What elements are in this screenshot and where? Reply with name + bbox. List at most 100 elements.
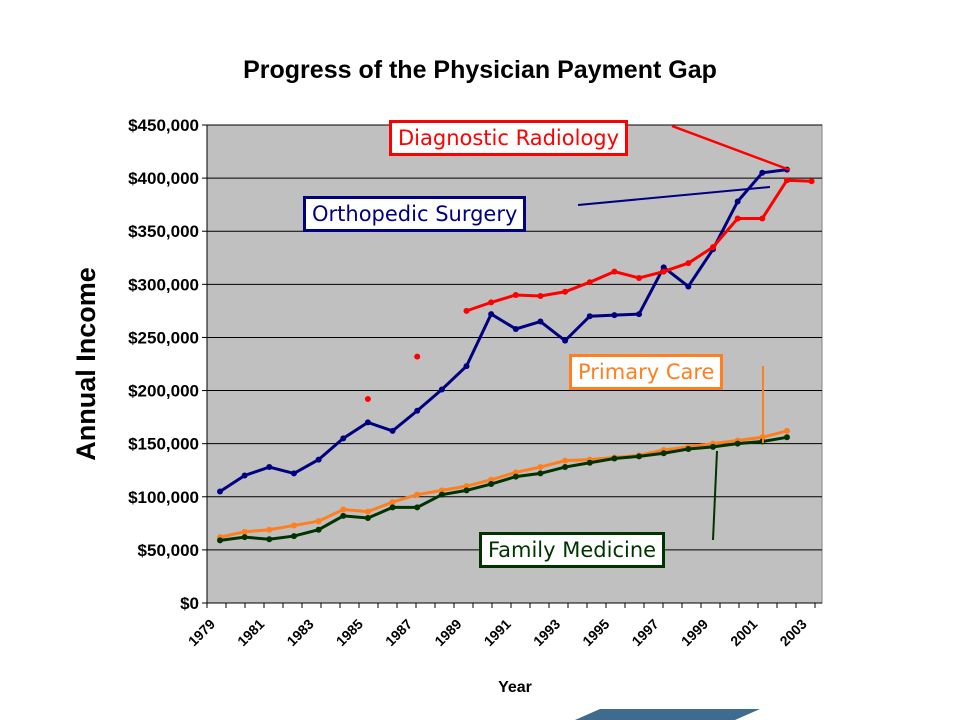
y-tick-label: $200,000 [128, 382, 199, 401]
callout-family-medicine: Family Medicine [479, 532, 666, 568]
x-tick-label: 1993 [530, 616, 563, 649]
data-point-orthopedic-surgery [759, 169, 766, 176]
y-tick-label: $400,000 [128, 169, 199, 188]
data-point-orthopedic-surgery [438, 386, 445, 393]
data-point-primary-care [488, 476, 495, 483]
data-point-family-medicine [611, 455, 618, 462]
leader-line-family-medicine [712, 450, 718, 541]
data-point-primary-care [389, 499, 396, 506]
data-point-orthopedic-surgery [389, 427, 396, 434]
data-point-primary-care [463, 483, 470, 490]
data-point-family-medicine [512, 473, 519, 480]
data-point-family-medicine [660, 450, 667, 457]
data-point-family-medicine [389, 504, 396, 511]
data-point-family-medicine [562, 464, 569, 471]
x-tick-label: 1985 [333, 616, 366, 649]
data-point-diagnostic-radiology [710, 244, 716, 251]
data-point-orthopedic-surgery [512, 325, 519, 332]
data-point-orthopedic-surgery [734, 198, 741, 205]
data-point-primary-care [266, 526, 273, 533]
x-tick-label: 1999 [678, 616, 711, 649]
data-point-primary-care [512, 469, 519, 476]
footer-banner-shape [575, 709, 760, 720]
data-point-family-medicine [685, 445, 692, 452]
y-axis-label: Annual Income [71, 267, 101, 461]
data-point-diagnostic-radiology [537, 293, 544, 300]
data-point-diagnostic-radiology [685, 260, 692, 267]
y-tick-label: $150,000 [128, 435, 199, 454]
data-point-primary-care [364, 508, 371, 515]
y-tick-label: $350,000 [128, 222, 199, 241]
data-point-orthopedic-surgery [266, 464, 273, 471]
data-point-diagnostic-radiology [808, 178, 815, 185]
data-point-orthopedic-surgery [315, 456, 322, 463]
data-point-family-medicine [710, 443, 716, 450]
data-point-orthopedic-surgery [463, 363, 470, 370]
data-point-diagnostic-radiology [660, 268, 667, 275]
leader-line-orthopedic-surgery [577, 186, 771, 206]
data-point-diagnostic-radiology [463, 307, 470, 314]
y-tick-label: $250,000 [128, 328, 199, 347]
data-point-diagnostic-radiology [734, 215, 741, 222]
data-point-diagnostic-radiology [488, 299, 495, 306]
y-tick-label: $100,000 [128, 488, 199, 507]
data-point-orthopedic-surgery [488, 311, 495, 318]
x-tick-label: 1995 [579, 616, 612, 649]
data-point-family-medicine [636, 453, 643, 460]
series-line-family-medicine [219, 435, 788, 542]
data-point-family-medicine [266, 536, 273, 543]
data-point-family-medicine [783, 434, 790, 441]
leader-line-diagnostic-radiology [671, 124, 791, 172]
x-tick-label: 1991 [481, 616, 514, 649]
data-point-orthopedic-surgery [562, 337, 569, 344]
data-point-primary-care [562, 457, 569, 464]
data-point-primary-care [241, 528, 248, 535]
x-tick-label: 1981 [234, 616, 267, 649]
data-point-orthopedic-surgery [241, 472, 248, 479]
x-tick-label: 1987 [382, 616, 415, 649]
data-point-diagnostic-radiology [562, 288, 569, 295]
y-tick-label: $450,000 [128, 116, 199, 135]
x-tick-label: 2001 [727, 616, 760, 649]
data-point-family-medicine [734, 440, 741, 447]
data-point-diagnostic-radiology [586, 279, 593, 286]
data-point-orthopedic-surgery [340, 435, 347, 442]
chart-title: Progress of the Physician Payment Gap [243, 56, 717, 84]
data-point-family-medicine [586, 459, 593, 466]
data-point-family-medicine [290, 533, 297, 540]
data-point-family-medicine [340, 512, 347, 519]
data-point-orthopedic-surgery [685, 283, 692, 290]
x-tick-label: 1979 [185, 616, 218, 649]
series-line-primary-care [219, 429, 788, 539]
data-point-family-medicine [315, 526, 322, 533]
y-tick-label: $50,000 [138, 541, 199, 560]
data-point-orthopedic-surgery [290, 470, 297, 477]
data-point-primary-care [340, 506, 347, 513]
data-point-diagnostic-radiology [783, 177, 790, 184]
x-tick-label: 1997 [628, 616, 661, 649]
callout-orthopedic-surgery: Orthopedic Surgery [303, 196, 527, 232]
data-point-family-medicine [438, 491, 445, 498]
data-point-family-medicine [463, 487, 470, 494]
data-point-diagnostic-radiology [636, 274, 643, 281]
x-tick-label: 1989 [431, 616, 464, 649]
data-point-orthopedic-surgery [217, 488, 223, 495]
data-point-orthopedic-surgery [636, 311, 643, 318]
data-point-family-medicine [241, 534, 248, 541]
data-point-primary-care [438, 487, 445, 494]
data-point-diagnostic-radiology [364, 396, 371, 403]
callout-diagnostic-radiology: Diagnostic Radiology [389, 120, 629, 156]
y-tick-label: $0 [180, 594, 199, 613]
data-point-primary-care [315, 518, 322, 525]
data-point-diagnostic-radiology [512, 291, 519, 298]
data-point-orthopedic-surgery [364, 419, 371, 426]
data-point-orthopedic-surgery [611, 312, 618, 319]
data-point-orthopedic-surgery [586, 313, 593, 320]
data-point-primary-care [783, 427, 790, 434]
data-point-diagnostic-radiology [414, 353, 421, 360]
data-point-primary-care [537, 464, 544, 471]
data-point-family-medicine [537, 470, 544, 477]
series-line-orthopedic-surgery [219, 168, 788, 493]
data-point-orthopedic-surgery [414, 407, 421, 414]
